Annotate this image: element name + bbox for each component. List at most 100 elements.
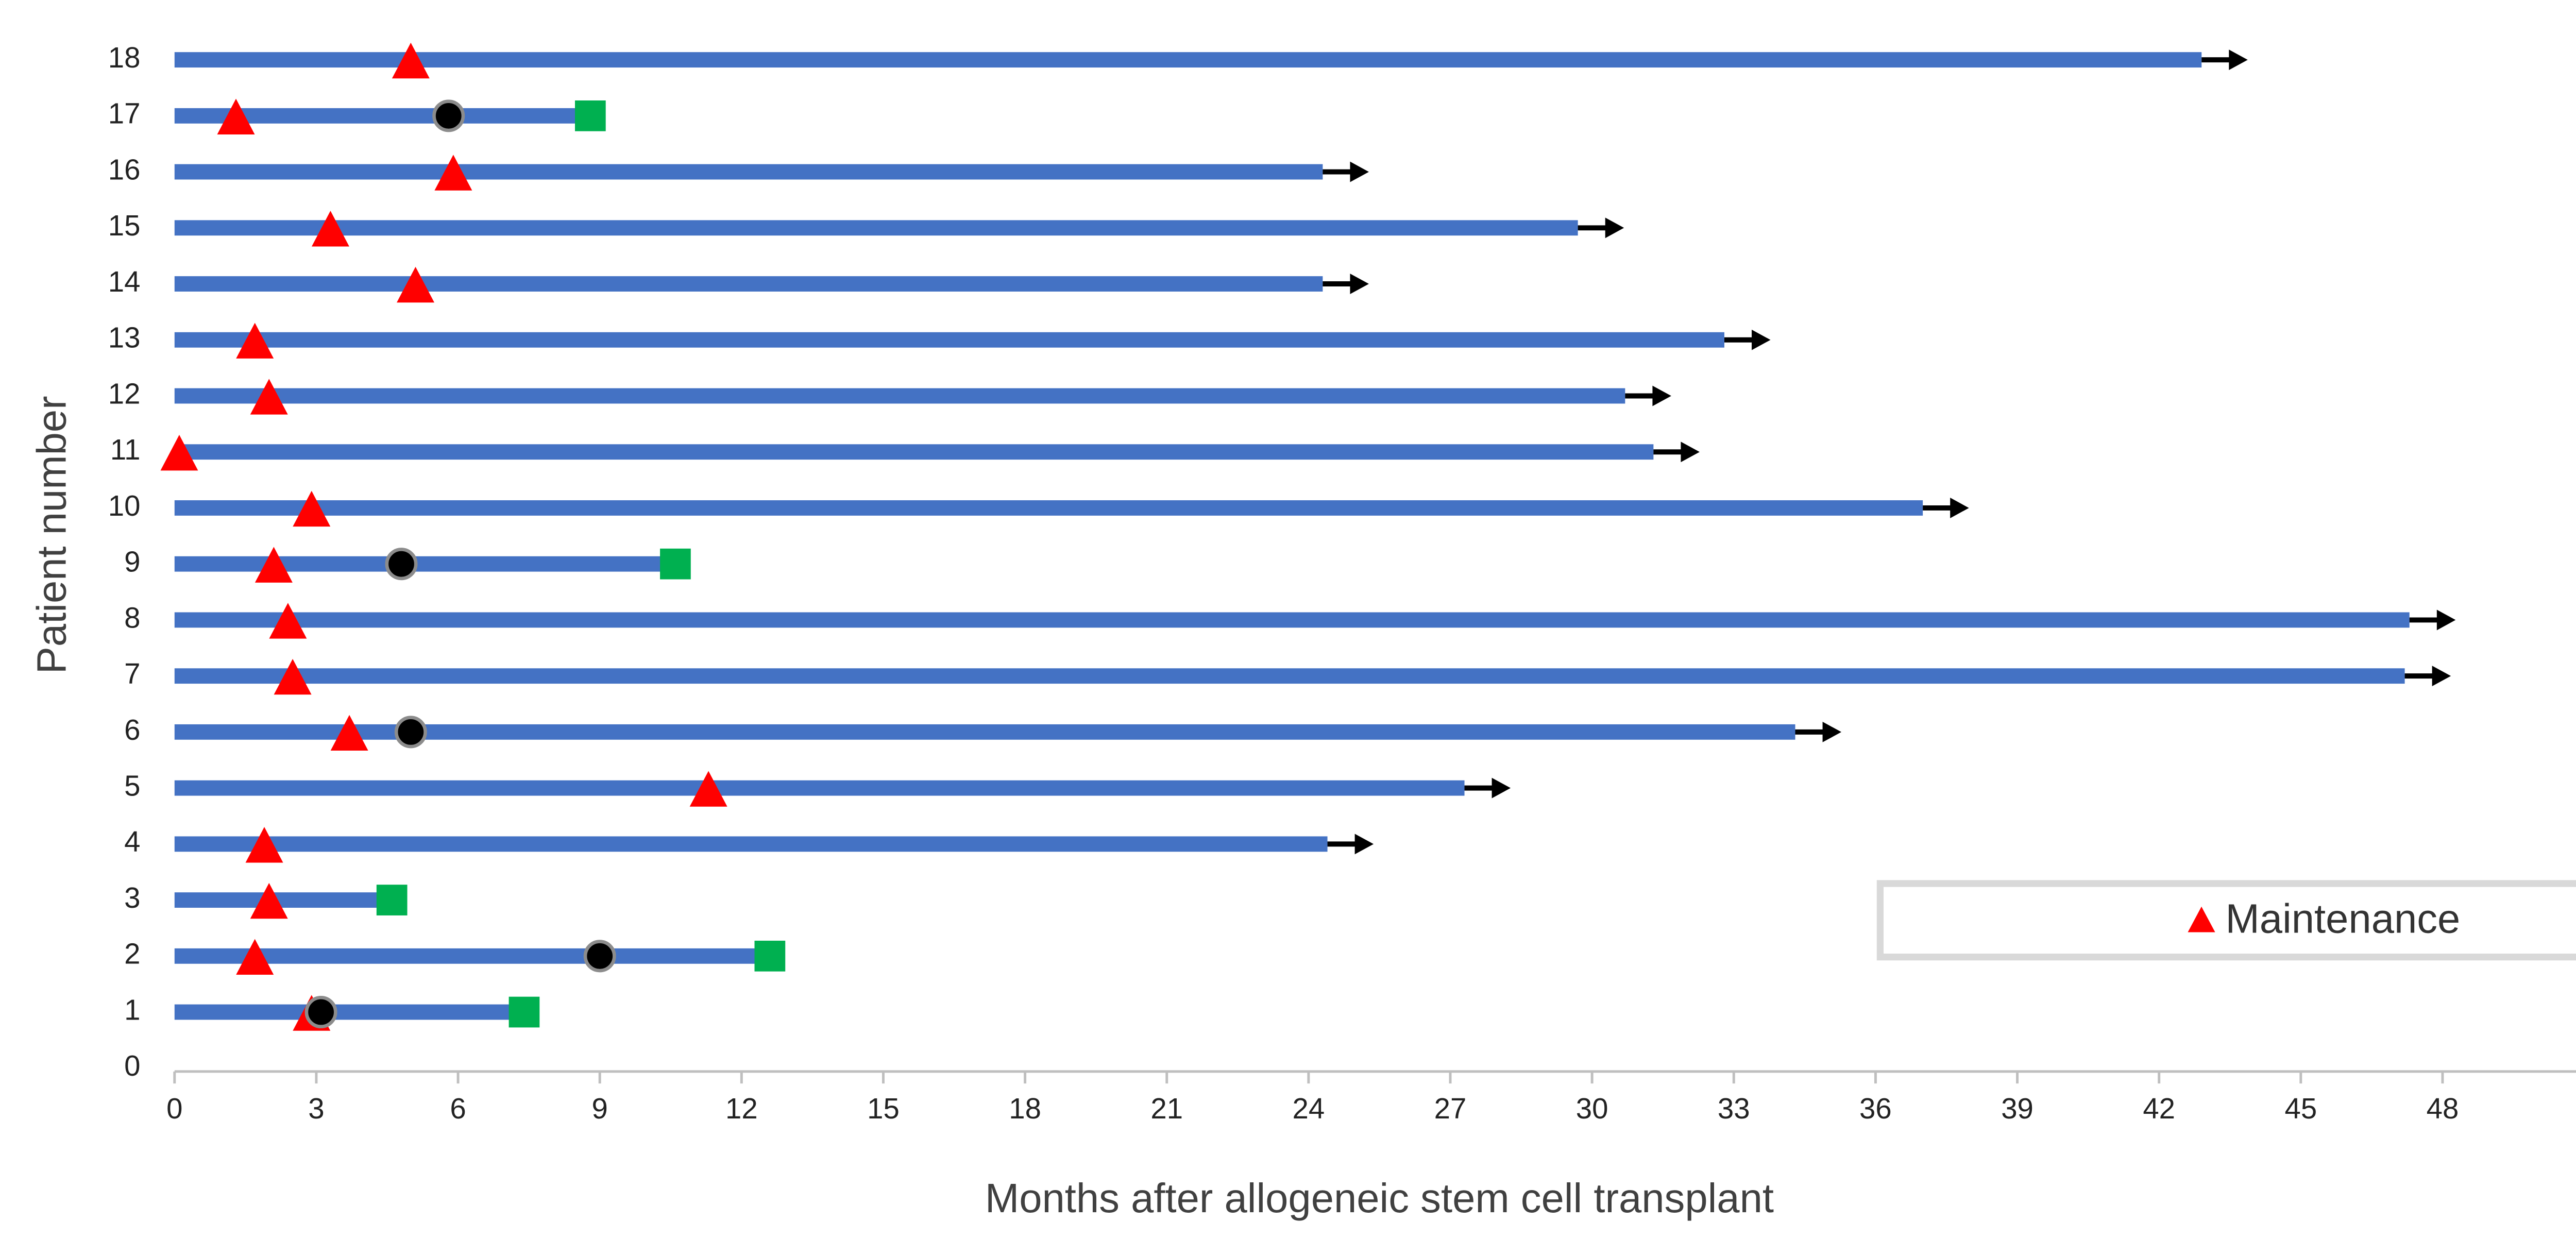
- x-tick-label: 45: [2284, 1092, 2317, 1125]
- x-tick-label: 9: [592, 1092, 608, 1125]
- ongoing-arrow-head: [2229, 49, 2248, 71]
- maintenance-marker: [250, 379, 288, 415]
- bar: [174, 780, 1465, 796]
- maintenance-marker: [330, 715, 368, 751]
- bar: [174, 332, 1724, 348]
- legend-box: [1876, 880, 2576, 961]
- circle-marker: [432, 99, 465, 132]
- bar: [174, 948, 766, 964]
- y-tick-label: 8: [124, 601, 140, 634]
- bar: [174, 276, 1323, 292]
- bar: [174, 164, 1323, 180]
- maintenance-marker: [255, 547, 293, 583]
- bar: [174, 220, 1578, 236]
- maintenance-marker: [311, 211, 349, 247]
- legend-marker: [2188, 906, 2215, 932]
- x-tick-label: 30: [1576, 1092, 1608, 1125]
- circle-marker: [394, 716, 427, 749]
- y-axis-title: Patient number: [29, 396, 75, 674]
- y-tick-label: 4: [124, 825, 140, 858]
- x-tick-label: 3: [308, 1092, 324, 1125]
- ongoing-arrow-head: [1350, 161, 1369, 182]
- bar: [174, 52, 2202, 68]
- maintenance-marker: [293, 490, 331, 527]
- y-tick-label: 2: [124, 938, 140, 970]
- x-tick-label: 39: [2001, 1092, 2033, 1125]
- y-tick-label: 3: [124, 881, 140, 914]
- x-tick-label: 12: [725, 1092, 758, 1125]
- x-axis-title: Months after allogeneic stem cell transp…: [985, 1175, 1774, 1221]
- bar: [174, 444, 1654, 460]
- y-tick-label: 16: [108, 153, 141, 185]
- maintenance-marker: [236, 939, 274, 975]
- y-tick-label: 15: [108, 209, 141, 242]
- ongoing-arrow-head: [2432, 666, 2451, 687]
- x-tick-label: 21: [1150, 1092, 1183, 1125]
- ongoing-arrow-head: [2436, 609, 2456, 631]
- ongoing-arrow-head: [1350, 274, 1369, 294]
- ongoing-arrow-head: [1354, 834, 1374, 855]
- maintenance-marker: [434, 155, 472, 191]
- bar: [174, 724, 1795, 740]
- x-tick-label: 42: [2143, 1092, 2175, 1125]
- maintenance-marker: [236, 323, 274, 359]
- y-tick-label: 17: [108, 97, 141, 130]
- bar: [174, 892, 387, 908]
- bar: [174, 668, 2405, 684]
- x-tick-label: 24: [1293, 1092, 1325, 1125]
- bar: [174, 1004, 524, 1020]
- y-tick-label: 11: [110, 433, 141, 466]
- bar: [174, 388, 1625, 404]
- x-tick-label: 27: [1434, 1092, 1467, 1125]
- square-marker: [754, 940, 786, 972]
- legend: Maintenance: [1876, 880, 2576, 961]
- maintenance-marker: [250, 882, 288, 919]
- circle-marker: [385, 548, 418, 581]
- bar: [174, 836, 1328, 852]
- y-tick-label: 0: [124, 1049, 140, 1082]
- circle-marker: [304, 996, 337, 1029]
- circle-marker: [583, 940, 616, 973]
- square-marker: [574, 100, 606, 131]
- ongoing-arrow-head: [1605, 217, 1624, 239]
- x-tick-label: 0: [166, 1092, 182, 1125]
- y-tick-label: 18: [108, 41, 141, 74]
- maintenance-marker: [397, 266, 435, 303]
- y-tick-label: 10: [108, 489, 141, 522]
- maintenance-marker: [392, 42, 430, 79]
- x-tick-label: 6: [450, 1092, 466, 1125]
- maintenance-marker: [269, 603, 307, 639]
- ongoing-arrow-head: [1822, 721, 1842, 742]
- legend-label: Maintenance: [2225, 896, 2460, 942]
- x-tick-label: 48: [2427, 1092, 2459, 1125]
- maintenance-marker: [160, 435, 198, 471]
- ongoing-arrow-head: [1681, 442, 1700, 463]
- y-tick-label: 6: [124, 714, 140, 746]
- square-marker: [509, 996, 540, 1028]
- bar: [174, 612, 2410, 628]
- bar: [174, 500, 1923, 516]
- y-tick-label: 9: [124, 546, 140, 578]
- x-tick-label: 15: [867, 1092, 900, 1125]
- x-tick-label: 18: [1009, 1092, 1041, 1125]
- y-tick-label: 14: [108, 265, 141, 298]
- maintenance-marker: [245, 827, 283, 863]
- ongoing-arrow-head: [1752, 329, 1771, 350]
- y-tick-label: 13: [108, 321, 141, 354]
- y-tick-label: 1: [124, 993, 140, 1026]
- maintenance-marker: [274, 658, 312, 695]
- x-tick-label: 33: [1718, 1092, 1750, 1125]
- square-marker: [660, 548, 691, 580]
- ongoing-arrow-head: [1492, 777, 1511, 799]
- y-tick-label: 12: [108, 377, 141, 410]
- maintenance-marker: [689, 771, 727, 807]
- bar: [174, 556, 675, 572]
- x-tick-label: 36: [1859, 1092, 1892, 1125]
- ongoing-arrow-head: [1652, 385, 1671, 406]
- y-tick-label: 7: [124, 657, 140, 690]
- maintenance-marker: [217, 98, 255, 134]
- ongoing-arrow-head: [1950, 498, 1969, 518]
- square-marker: [376, 885, 408, 915]
